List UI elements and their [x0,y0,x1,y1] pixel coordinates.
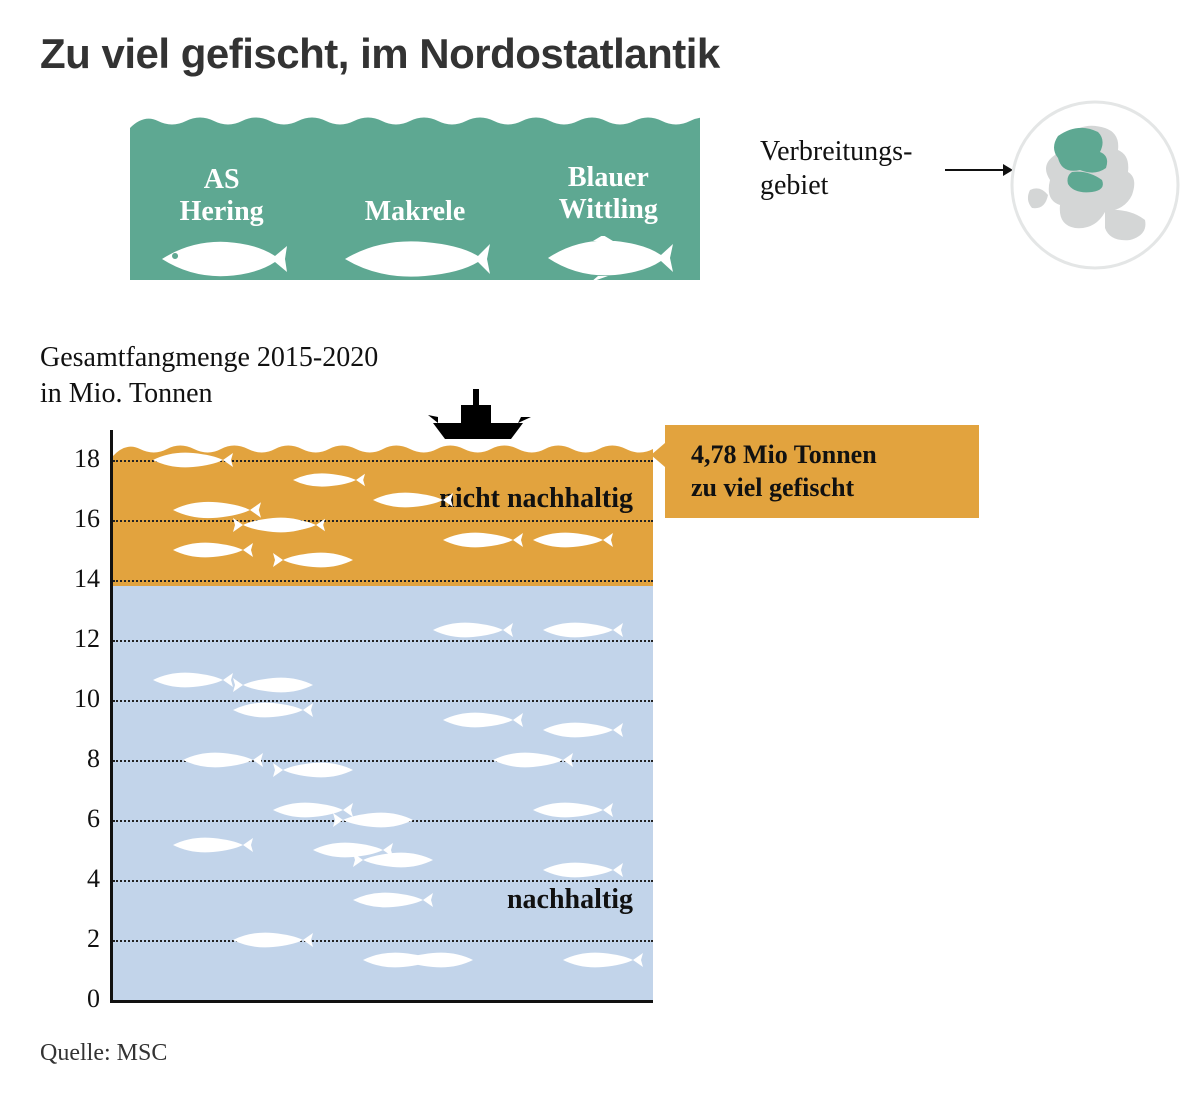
y-tick: 16 [40,504,100,534]
wave-top-icon [130,115,700,128]
overfished-callout: 4,78 Mio Tonnenzu viel gefischt [665,425,979,518]
globe-icon [1010,100,1180,270]
species-box: AS Hering Makrele Blauer Wittling [130,115,700,280]
fish-icon [543,236,673,280]
y-tick: 10 [40,684,100,714]
y-tick: 6 [40,804,100,834]
species-label-line2: Wittling [543,194,673,226]
fish-icon [157,238,287,280]
species-label-line2: Hering [157,196,287,228]
sustainable-label: nachhaltig [507,884,633,916]
ship-icon [423,385,533,440]
globe-label: Verbreitungs-gebiet [760,135,912,202]
overfished-label: nicht nachhaltig [439,483,633,515]
wave-top-icon [113,443,653,456]
y-tick: 0 [40,984,100,1014]
y-tick: 8 [40,744,100,774]
y-tick: 2 [40,924,100,954]
source-label: Quelle: MSC [40,1040,167,1067]
sustainable-layer [113,586,653,1000]
y-tick: 18 [40,444,100,474]
page-title: Zu viel gefischt, im Nordostatlantik [40,30,1160,78]
chart-caption: Gesamtfangmenge 2015-2020in Mio. Tonnen [40,340,378,413]
y-tick: 12 [40,624,100,654]
species-item: Blauer Wittling [543,162,673,280]
species-item: AS Hering [157,164,287,280]
species-label-line1: AS [157,164,287,196]
species-label-line1: Blauer [543,162,673,194]
arrow-icon [945,160,1015,180]
catch-chart: nicht nachhaltig nachhaltig 024681012141… [110,430,650,1000]
y-tick: 14 [40,564,100,594]
species-label-line1 [340,164,490,196]
species-label-line2: Makrele [340,196,490,228]
fish-icon [340,238,490,280]
y-tick: 4 [40,864,100,894]
species-item: Makrele [340,164,490,280]
